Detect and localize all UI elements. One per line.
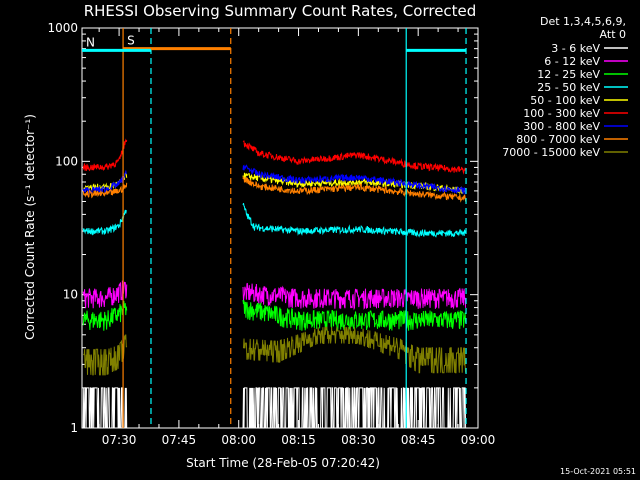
series-line (242, 299, 467, 331)
legend-label: 300 - 800 keV (523, 120, 600, 133)
x-tick-label: 08:15 (281, 433, 316, 447)
series-line (82, 138, 128, 172)
x-tick-label: 08:45 (401, 433, 436, 447)
legend-label: 12 - 25 keV (537, 68, 600, 81)
series-line (242, 203, 467, 238)
series-line (82, 182, 128, 199)
series-line (242, 164, 467, 195)
interval-label: S (127, 34, 135, 48)
series-line (242, 282, 467, 311)
plot-frame (81, 27, 479, 429)
series-layer (82, 138, 467, 428)
y-tick-label: 1 (70, 421, 78, 435)
legend-label: 6 - 12 keV (544, 55, 600, 68)
interval-label: N (86, 35, 95, 49)
x-axis-label: Start Time (28-Feb-05 07:20:42) (186, 456, 380, 470)
series-line (82, 300, 128, 331)
y-axis-label: Corrected Count Rate (s⁻¹ detector⁻¹) (23, 114, 37, 340)
legend-label: 3 - 6 keV (551, 42, 600, 55)
series-line (243, 326, 467, 374)
legend-label: 7000 - 15000 keV (502, 146, 600, 159)
legend-label: 50 - 100 keV (530, 94, 600, 107)
plot-layer: 1 10 100 1000 07:30 07:45 08:00 08:15 08:30 08:45… (47, 21, 495, 447)
legend-header-line-2: Att 0 (600, 28, 626, 41)
chart-title: RHESSI Observing Summary Count Rates, Co… (84, 2, 477, 20)
series-line (82, 280, 128, 309)
x-tick-label: 07:30 (102, 433, 137, 447)
x-tick-label: 08:00 (221, 433, 256, 447)
y-tick-label: 100 (55, 154, 78, 168)
series-line (82, 387, 128, 428)
y-tick-label: 10 (63, 288, 78, 302)
x-tick-label: 07:45 (162, 433, 197, 447)
x-tick-label: 08:30 (341, 433, 376, 447)
legend-header-line-1: Det 1,3,4,5,6,9, (540, 15, 626, 28)
series-line (242, 387, 467, 428)
legend-label: 25 - 50 keV (537, 81, 600, 94)
legend-label: 800 - 7000 keV (516, 133, 600, 146)
x-tick-label: 09:00 (461, 433, 496, 447)
footer-timestamp: 15-Oct-2021 05:51 (560, 467, 636, 476)
y-tick-label: 1000 (47, 21, 78, 35)
series-line (82, 209, 127, 236)
series-line (83, 334, 128, 376)
series-line (242, 140, 467, 175)
series-line (242, 176, 467, 203)
legend-label: 100 - 300 keV (523, 107, 600, 120)
